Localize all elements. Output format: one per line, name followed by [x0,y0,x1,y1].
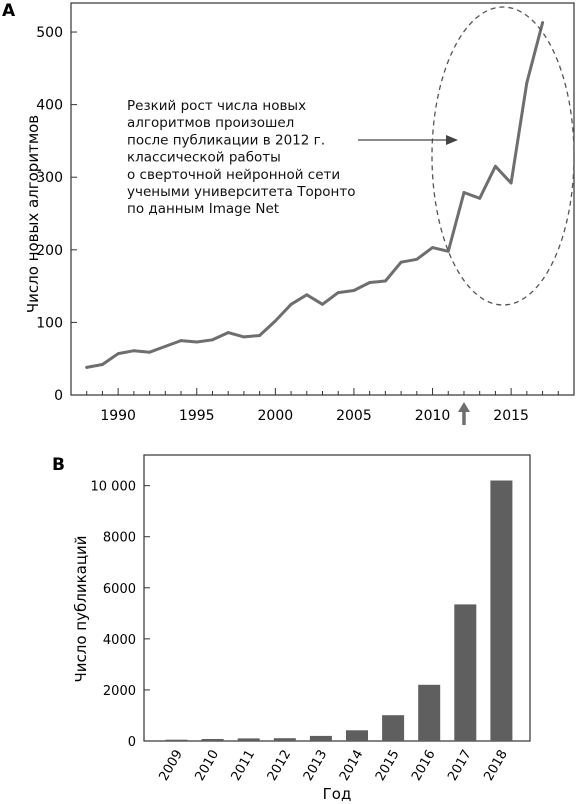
panel-b-y-axis: 0 2000 4000 6000 8000 10 000 [91,480,150,750]
panel-a-series-line [85,21,545,369]
panel-b-bar [309,735,332,741]
panel-a-x-tick-label: 2000 [258,408,294,424]
panel-b-y-tick-label: 6000 [103,582,136,597]
panel-b-y-tick-label: 10 000 [91,480,137,495]
panel-a-annotation-arrowhead [446,135,458,145]
panel-b-letter: B [52,455,65,475]
panel-b-bar [418,684,441,741]
panel-a-annotation-line: алгоритмов произошел [127,115,294,131]
panel-a-data-point [478,196,482,200]
panel-a-x-tick-label: 2005 [336,408,372,424]
panel-b-x-tick-label: 2017 [445,748,475,784]
panel-a-y-tick-label: 200 [36,243,63,259]
panel-a-ylabel: Число новых алгоритмов [24,115,42,313]
panel-b-x-tick-label: 2015 [373,748,403,784]
panel-a-data-point [383,279,387,283]
panel-a-points [85,21,544,369]
panel-a-y-tick-label: 100 [36,315,63,331]
panel-b-y-tick-label: 2000 [103,684,136,699]
panel-a-letter: A [2,1,16,21]
panel-b-bar [165,739,188,741]
panel-a-annotation-line: классической работы [127,150,281,166]
panel-a-data-point [494,164,497,168]
panel-a-data-point [431,246,434,250]
panel-a-data-point [226,331,230,334]
panel-a-annotation: Резкий рост числа новых алгоритмов произо… [127,98,356,217]
panel-a-annotation-line: по данным Image Net [127,201,279,217]
panel-b-bar [454,604,477,741]
panel-b-y-tick-label: 4000 [103,633,136,648]
panel-b-bar [382,715,405,741]
panel-b-bar [273,738,296,741]
panel-a-data-point [399,260,403,264]
panel-b-x-axis: 2009 2010 2011 2012 2013 2014 2015 2016 2017 2018 [156,748,510,784]
panel-b-bar [346,730,368,741]
panel-a-x-tick-label: 1990 [100,408,136,424]
panel-a-annotation-line: после публикации в 2012 г. [127,132,325,148]
panel-a-data-point [509,181,513,185]
panel-b-x-tick-label: 2009 [156,748,186,784]
panel-b-x-tick-label: 2012 [265,748,295,784]
panel-a-annotation-line: учеными университета Торонто [127,184,356,200]
panel-a-annotation-line: Резкий рост числа новых [127,98,306,114]
panel-a-y-tick-label: 0 [54,388,63,404]
panel-b-y-tick-label: 8000 [103,531,136,546]
panel-b-x-tick-label: 2013 [301,748,331,784]
panel-a-data-point [195,340,199,344]
panel-a-data-point [85,366,89,369]
panel-a-data-point [242,335,246,339]
panel-a-data-point [336,291,340,295]
panel-a-data-point [289,302,293,306]
panel-a-x-tick-label: 1995 [179,408,215,424]
panel-a-year-marker-arrow [457,402,470,425]
panel-a-y-tick-label: 500 [36,25,63,41]
panel-b-x-tick-label: 2016 [409,748,439,784]
panel-a-y-tick-label: 300 [36,170,63,186]
panel-a-highlight-ellipse [431,6,575,306]
panel-a-x-tick-label: 2015 [493,408,529,424]
panel-a-data-point [179,339,183,342]
panel-b-x-tick-label: 2011 [229,748,259,784]
panel-b-bar [237,738,260,741]
panel-b-x-tick-label: 2018 [481,748,511,784]
panel-a-data-point [415,257,419,261]
panel-a-annotation-line: о сверточной нейронной сети [127,167,340,183]
panel-a-x-axis: 1990 1995 2000 2005 2010 2015 [86,388,559,424]
panel-a-data-point [148,350,151,354]
panel-a-data-point [541,21,544,24]
panel-a-data-point [273,319,277,323]
panel-b-x-tick-label: 2014 [337,748,367,784]
panel-b-frame [143,454,531,742]
panel-b-x-tick-label: 2010 [193,748,223,784]
panel-a-x-tick-label: 2010 [415,408,451,424]
panel-a-y-tick-label: 400 [36,98,63,114]
panel-b-y-tick-label: 0 [128,735,136,750]
panel-a-data-point [368,281,372,284]
panel-b-bars [165,480,513,741]
panel-a-data-point [525,81,529,85]
panel-a-data-point [101,363,104,366]
panel-a-data-point [462,191,466,194]
panel-b-ylabel: Число публикаций [72,535,90,682]
panel-b-bar [201,739,224,741]
panel-a-data-point [305,293,309,297]
panel-a-marker-head [457,402,470,412]
panel-a-data-point [116,352,120,356]
panel-a-data-point [321,302,324,306]
panel-a-data-point [258,334,262,337]
panel-a-data-point [211,338,214,342]
panel-a-data-point [446,249,450,253]
panel-a-data-point [352,289,356,292]
panel-b-bar [490,480,513,741]
panel-a-data-point [163,344,167,348]
panel-b-xlabel: Год [323,785,352,803]
panel-a-y-axis: 0 100 200 300 400 500 [36,25,77,404]
panel-a-data-point [132,349,136,353]
